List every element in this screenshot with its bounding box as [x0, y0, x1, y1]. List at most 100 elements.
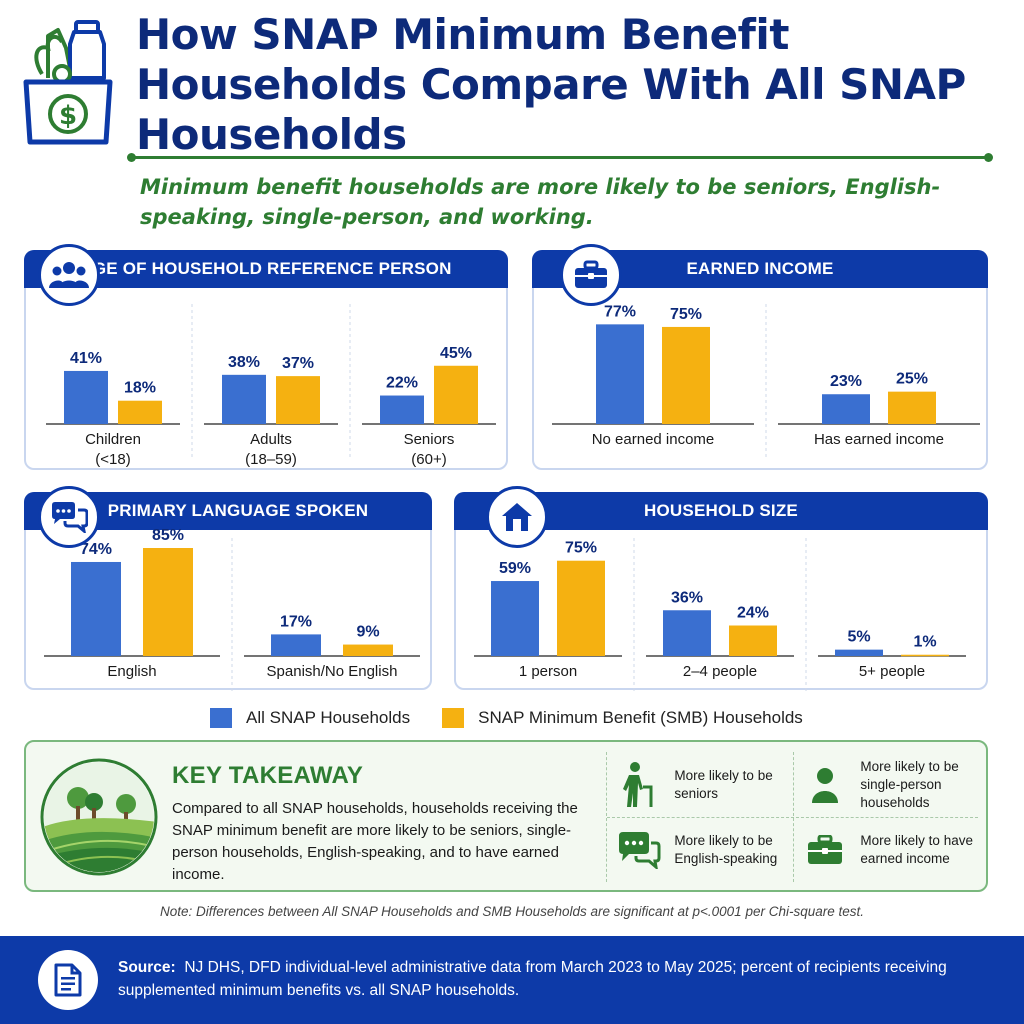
- takeaway-item-english: More likely to be English-speaking: [607, 817, 793, 882]
- category-label: Children: [85, 431, 141, 448]
- data-label: 41%: [70, 350, 102, 367]
- income-panel: EARNED INCOME 77% 75% No earned income 23% 2…: [532, 244, 988, 470]
- bar-all-snap: [596, 324, 644, 424]
- briefcase-icon: [560, 244, 622, 306]
- category-label: 2–4 people: [683, 663, 757, 680]
- bar-all-snap: [64, 370, 108, 424]
- category-label: (60+): [411, 451, 446, 468]
- bar-all-snap: [663, 610, 711, 656]
- category-label: (18–59): [245, 451, 297, 468]
- grocery-bag-dollar-icon: $: [18, 18, 118, 146]
- takeaway-highlights: More likely to be seniors More likely to…: [606, 752, 978, 882]
- bar-smb: [143, 548, 193, 656]
- bar-all-snap: [71, 561, 121, 656]
- bar-smb: [729, 625, 777, 656]
- category-label: No earned income: [592, 431, 715, 448]
- source-footer: Source: NJ DHS, DFD individual-level adm…: [0, 936, 1024, 1024]
- data-label: 59%: [499, 560, 531, 577]
- takeaway-item-label: More likely to be seniors: [674, 767, 773, 801]
- key-takeaway-title: KEY TAKEAWAY: [172, 762, 364, 789]
- speech-bubbles-icon: [38, 486, 100, 548]
- data-label: 74%: [80, 541, 112, 558]
- chart-legend: All SNAP Households SNAP Minimum Benefit…: [210, 704, 823, 732]
- language-panel: PRIMARY LANGUAGE SPOKEN 74% 85% English 17%…: [24, 486, 432, 692]
- category-label: Spanish/No English: [267, 663, 398, 680]
- income-chart: 77% 75% No earned income 23% 25% Has earned i…: [552, 303, 980, 460]
- bar-smb: [888, 391, 936, 424]
- house-icon: [486, 486, 548, 548]
- data-label: 77%: [604, 303, 636, 320]
- data-label: 38%: [228, 354, 260, 371]
- bar-smb: [343, 644, 393, 656]
- bar-smb: [434, 365, 478, 424]
- bar-all-snap: [222, 374, 266, 424]
- takeaway-item-seniors: More likely to be seniors: [607, 752, 793, 817]
- source-label: Source:: [118, 959, 176, 976]
- data-label: 23%: [830, 373, 862, 390]
- category-label: 5+ people: [859, 663, 925, 680]
- data-label: 75%: [565, 540, 597, 557]
- title-divider: [127, 153, 993, 162]
- bar-smb: [901, 654, 949, 657]
- page-title: How SNAP Minimum Benefit Households Comp…: [136, 10, 966, 159]
- size-panel: HOUSEHOLD SIZE 59% 75% 1 person 36% 24% 2–4 p…: [454, 486, 988, 692]
- farm-landscape-icon: [40, 758, 158, 876]
- bar-smb: [662, 326, 710, 424]
- data-label: 5%: [847, 629, 870, 646]
- age-panel-title: AGE OF HOUSEHOLD REFERENCE PERSON: [24, 250, 508, 288]
- legend-item-all: All SNAP Households: [210, 708, 410, 728]
- takeaway-item-label: More likely to have earned income: [860, 832, 973, 866]
- data-label: 25%: [896, 371, 928, 388]
- legend-swatch-all: [210, 708, 232, 728]
- size-chart: 59% 75% 1 person 36% 24% 2–4 people 5% 1% 5+ peo…: [474, 538, 966, 692]
- legend-item-smb: SNAP Minimum Benefit (SMB) Households: [442, 708, 803, 728]
- takeaway-item-label: More likely to be single-person househol…: [860, 758, 959, 810]
- takeaway-item-earned-income: More likely to have earned income: [793, 817, 979, 882]
- bar-all-snap: [822, 394, 870, 424]
- category-label: Adults: [250, 431, 292, 448]
- source-citation: NJ DHS, DFD individual-level administrat…: [118, 959, 947, 999]
- legend-label-all: All SNAP Households: [246, 708, 411, 727]
- key-takeaway-box: KEY TAKEAWAY Compared to all SNAP househ…: [24, 740, 988, 892]
- legend-label-smb: SNAP Minimum Benefit (SMB) Households: [478, 708, 803, 727]
- bar-all-snap: [491, 581, 539, 656]
- data-label: 18%: [124, 380, 156, 397]
- person-icon: [801, 761, 848, 809]
- data-label: 1%: [913, 634, 936, 651]
- category-label: Has earned income: [814, 431, 944, 448]
- data-label: 9%: [356, 624, 379, 641]
- category-label: English: [107, 663, 156, 680]
- data-label: 24%: [737, 605, 769, 622]
- people-group-icon: [38, 244, 100, 306]
- takeaway-item-single-person: More likely to be single-person househol…: [793, 752, 979, 817]
- svg-text:$: $: [59, 101, 77, 131]
- bar-smb: [557, 560, 605, 656]
- language-chart: 74% 85% English 17% 9% Spanish/No English: [44, 527, 420, 692]
- speech-bubbles-icon: [615, 826, 662, 874]
- document-icon: [38, 950, 98, 1010]
- data-label: 37%: [282, 355, 314, 372]
- bar-all-snap: [835, 649, 883, 656]
- bar-smb: [118, 400, 162, 424]
- category-label: Seniors: [404, 431, 455, 448]
- key-takeaway-text: Compared to all SNAP households, househo…: [172, 800, 578, 883]
- senior-with-cane-icon: [615, 761, 662, 809]
- category-label: (<18): [95, 451, 130, 468]
- significance-note: Note: Differences between All SNAP House…: [159, 904, 864, 919]
- category-label: 1 person: [519, 663, 577, 680]
- legend-swatch-smb: [442, 708, 465, 728]
- age-panel: AGE OF HOUSEHOLD REFERENCE PERSON 41% 18%…: [24, 244, 508, 470]
- data-label: 45%: [440, 345, 472, 362]
- data-label: 22%: [386, 375, 418, 392]
- data-label: 17%: [280, 613, 312, 630]
- bar-smb: [276, 376, 320, 424]
- bar-all-snap: [271, 634, 321, 656]
- data-label: 36%: [671, 589, 703, 606]
- takeaway-item-label: More likely to be English-speaking: [674, 832, 778, 866]
- bar-all-snap: [380, 395, 424, 424]
- briefcase-icon: [801, 826, 848, 874]
- data-label: 85%: [152, 527, 184, 544]
- page-subtitle: Minimum benefit households are more like…: [140, 175, 941, 229]
- data-label: 75%: [670, 306, 702, 323]
- source-text: Source: NJ DHS, DFD individual-level adm…: [118, 956, 998, 1002]
